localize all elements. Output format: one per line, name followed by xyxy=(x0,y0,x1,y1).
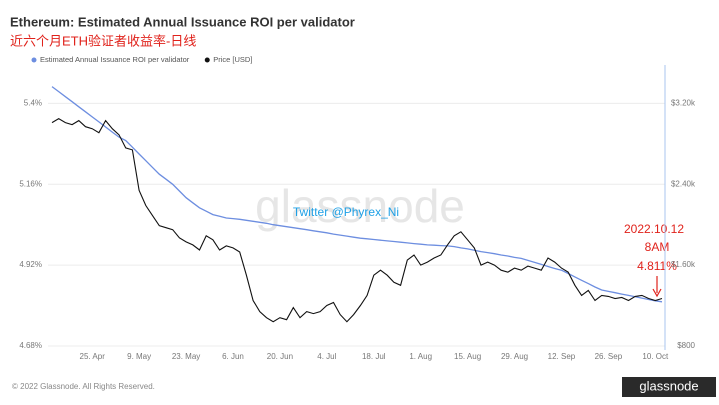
y2-tick-label: $3.20k xyxy=(671,99,696,108)
legend-marker xyxy=(204,57,210,63)
x-tick-label: 10. Oct xyxy=(642,352,669,361)
footer: © 2022 Glassnode. All Rights Reserved. xyxy=(12,382,155,391)
x-tick-label: 26. Sep xyxy=(595,352,623,361)
annotation: Twitter @Phyrex_Ni xyxy=(293,205,399,219)
x-tick-label: 29. Aug xyxy=(501,352,528,361)
watermark: glassnode xyxy=(255,180,465,232)
y2-tick-label: $1.60k xyxy=(671,260,696,269)
arrow-head xyxy=(652,288,662,298)
legend-marker xyxy=(31,57,37,63)
y-tick-label: 5.16% xyxy=(19,179,42,188)
x-tick-label: 23. May xyxy=(172,352,200,361)
chart-subtitle: 近六个月ETH验证者收益率-日线 xyxy=(10,33,196,48)
x-tick-label: 25. Apr xyxy=(80,352,106,361)
x-tick-label: 1. Aug xyxy=(409,352,432,361)
y-tick-label: 4.68% xyxy=(19,341,42,350)
series-line xyxy=(51,117,663,323)
x-tick-label: 18. Jul xyxy=(362,352,386,361)
x-tick-label: 9. May xyxy=(127,352,151,361)
y-tick-label: 5.4% xyxy=(24,99,42,108)
y-tick-label: 4.92% xyxy=(19,260,42,269)
legend-label: Price [USD] xyxy=(213,55,252,64)
series-line xyxy=(51,86,663,303)
x-tick-label: 15. Aug xyxy=(454,352,481,361)
chart-title: Ethereum: Estimated Annual Issuance ROI … xyxy=(10,14,355,29)
y2-tick-label: $2.40k xyxy=(671,179,696,188)
x-tick-label: 20. Jun xyxy=(267,352,293,361)
annotation: 4.811% xyxy=(637,259,677,273)
x-tick-label: 6. Jun xyxy=(222,352,244,361)
logo-box xyxy=(622,377,716,397)
y2-tick-label: $800 xyxy=(677,341,695,350)
logo: glassnode xyxy=(639,378,698,393)
annotation: 8AM xyxy=(645,240,670,254)
x-tick-label: 12. Sep xyxy=(548,352,576,361)
legend-label: Estimated Annual Issuance ROI per valida… xyxy=(40,55,190,64)
annotation: 2022.10.12 xyxy=(624,222,684,236)
x-tick-label: 4. Jul xyxy=(317,352,336,361)
